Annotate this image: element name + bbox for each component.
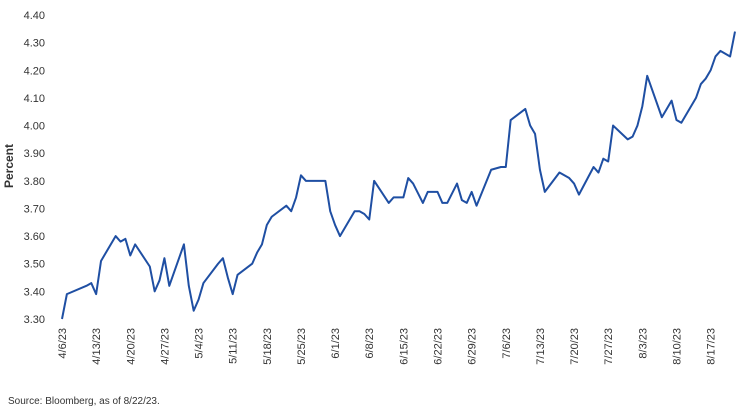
y-tick-label: 4.10 [24, 93, 45, 105]
x-tick-label: 5/25/23 [296, 328, 308, 365]
x-tick-label: 6/22/23 [433, 328, 445, 365]
y-tick-label: 3.30 [24, 314, 45, 326]
y-axis-ticks: 3.30 3.40 3.50 3.60 3.70 3.80 3.90 4.00 4.10 4.20… [24, 10, 45, 326]
y-tick-label: 3.70 [24, 203, 45, 215]
x-tick-label: 8/10/23 [671, 328, 683, 365]
y-tick-label: 3.50 [24, 259, 45, 271]
y-tick-label: 4.00 [24, 121, 45, 133]
y-tick-label: 3.80 [24, 176, 45, 188]
x-tick-label: 4/6/23 [57, 328, 69, 359]
x-axis-ticks: 4/6/23 4/13/23 4/20/23 4/27/23 5/4/23 5/11/23… [57, 328, 718, 365]
x-tick-label: 6/8/23 [364, 328, 376, 359]
x-tick-label: 4/13/23 [91, 328, 103, 365]
y-tick-label: 3.60 [24, 231, 45, 243]
x-tick-label: 6/29/23 [467, 328, 479, 365]
x-tick-label: 7/13/23 [535, 328, 547, 365]
x-tick-label: 4/20/23 [125, 328, 137, 365]
x-tick-label: 6/15/23 [398, 328, 410, 365]
series-layer [61, 31, 736, 320]
x-tick-label: 8/17/23 [706, 328, 718, 365]
series-line-0 [61, 31, 736, 320]
y-tick-label: 4.40 [24, 10, 45, 22]
y-tick-label: 3.40 [24, 286, 45, 298]
y-axis-title: Percent [2, 144, 16, 188]
x-tick-label: 5/18/23 [262, 328, 274, 365]
x-tick-label: 8/3/23 [637, 328, 649, 359]
source-note: Source: Bloomberg, as of 8/22/23. [8, 396, 160, 407]
x-tick-label: 5/4/23 [194, 328, 206, 359]
x-tick-label: 6/1/23 [330, 328, 342, 359]
y-tick-label: 4.30 [24, 38, 45, 50]
y-tick-label: 4.20 [24, 65, 45, 77]
y-tick-label: 3.90 [24, 148, 45, 160]
x-tick-label: 7/20/23 [569, 328, 581, 365]
x-tick-label: 7/6/23 [501, 328, 513, 359]
x-tick-label: 7/27/23 [603, 328, 615, 365]
x-tick-label: 4/27/23 [159, 328, 171, 365]
x-tick-label: 5/11/23 [228, 328, 240, 364]
